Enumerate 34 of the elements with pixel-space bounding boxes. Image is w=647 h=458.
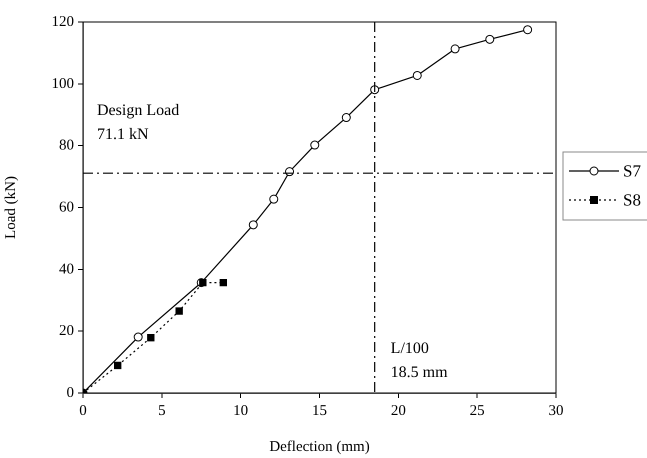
y-tick-label: 80 (59, 138, 74, 154)
y-tick-label: 40 (59, 261, 74, 278)
ref-line-label: Design Load 71.1 kN (97, 102, 180, 144)
point (269, 194, 278, 204)
x-tick-label: 0 (79, 402, 87, 419)
point (412, 70, 422, 80)
point (147, 334, 154, 342)
x-tick-label: 5 (158, 402, 166, 419)
x-tick-label: 20 (390, 402, 406, 419)
point (523, 25, 532, 34)
x-tick-label: 25 (470, 402, 485, 419)
y-tick-label: 0 (66, 384, 74, 401)
x-tick-label: 30 (548, 402, 564, 419)
x-axis-title: Deflection (mm) (269, 438, 370, 455)
x-tick-label: 15 (312, 402, 327, 419)
point (310, 140, 320, 150)
point (175, 307, 183, 315)
point (114, 362, 122, 370)
y-axis-title: Load (kN) (2, 176, 19, 239)
point (199, 278, 207, 286)
y-tick-label: 100 (52, 76, 74, 92)
legend-label: S8 (623, 190, 641, 210)
legend-label: S7 (623, 161, 642, 180)
point (485, 34, 494, 44)
point (220, 278, 228, 286)
ref-line-label: L/100 18.5 mm (390, 340, 448, 381)
y-tick-label: 60 (59, 199, 74, 216)
point (342, 113, 351, 122)
point (134, 332, 143, 342)
y-tick-label: 20 (59, 323, 74, 340)
point (450, 44, 460, 54)
x-tick-label: 10 (233, 402, 248, 419)
y-tick-label: 120 (52, 14, 74, 30)
point (248, 220, 258, 230)
